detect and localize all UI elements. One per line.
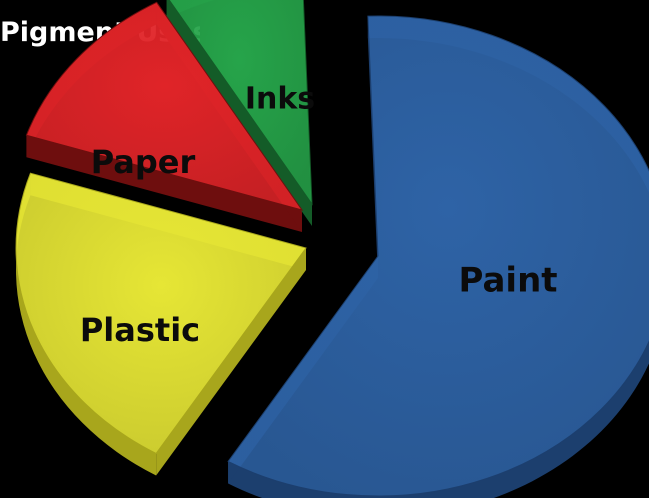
pie-slice-side-plastic — [15, 173, 157, 476]
slice-label-plastic: Plastic — [80, 311, 200, 349]
pie-slice-paper — [25, 1, 304, 211]
pie-slice-wall-inks-0 — [166, 0, 312, 226]
slice-label-inks: Inks — [245, 82, 315, 117]
pie-slice-wall-plastic-0 — [156, 248, 306, 476]
pie-slice-inks — [168, 0, 313, 206]
pie-slice-wall-paper-0 — [26, 135, 302, 232]
slice-label-paper: Paper — [91, 143, 196, 181]
pie-tops: Paint Plastic Paper Inks — [15, 0, 649, 497]
slice-label-paint: Paint — [458, 261, 557, 301]
pie-slice-plastic — [15, 172, 307, 455]
pie-slice-paint — [227, 15, 649, 497]
